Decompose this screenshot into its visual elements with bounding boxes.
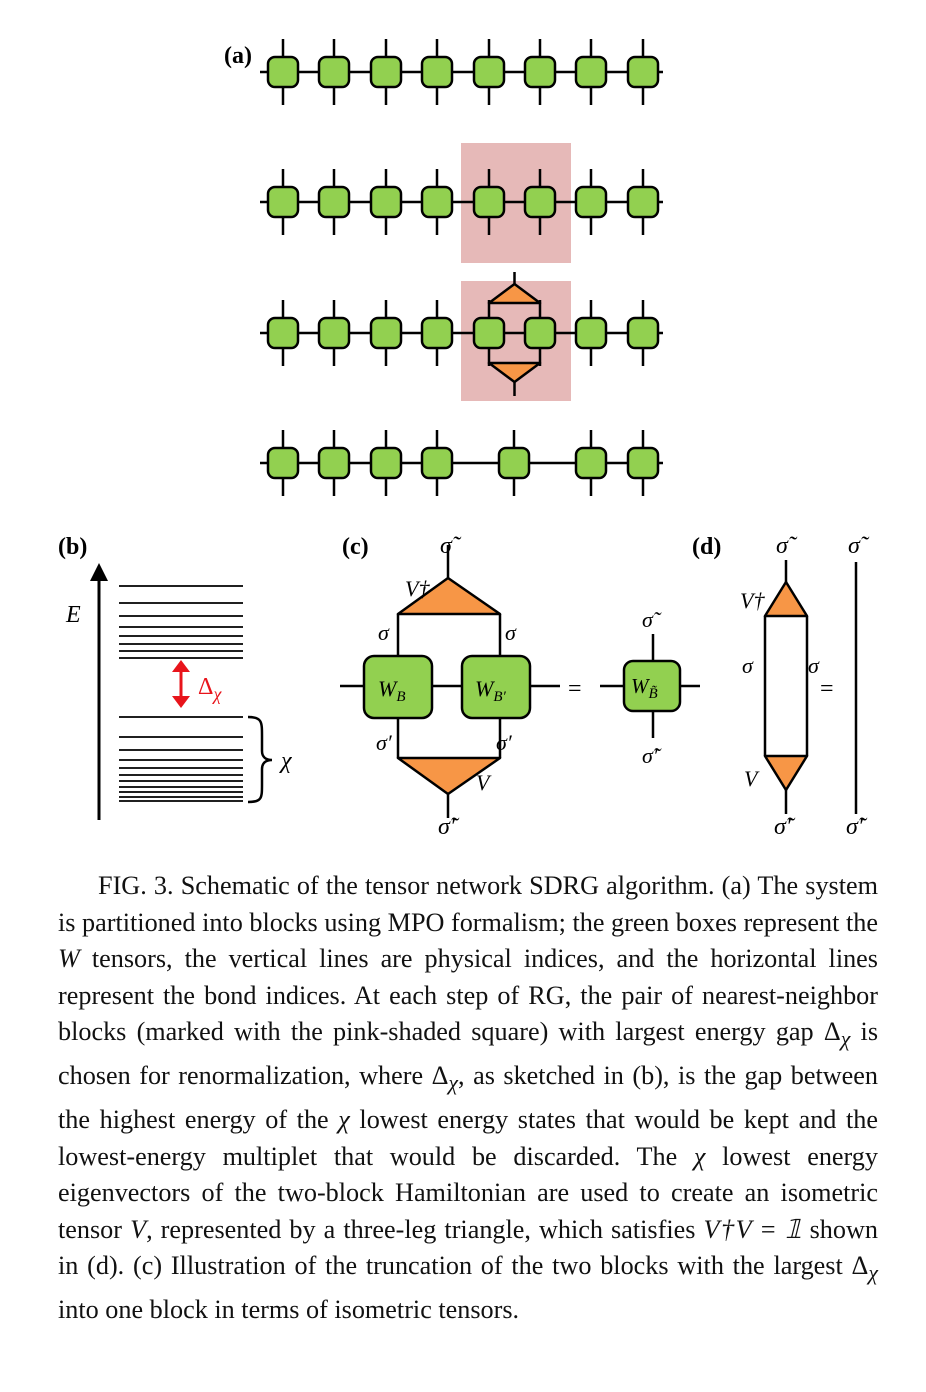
c-top-sigma-tilde: σ̃ (440, 533, 462, 559)
w-tensor (523, 55, 557, 89)
c-sigma-prime-right: σ′ (496, 730, 513, 755)
w-tensor (626, 55, 660, 89)
vdagger-triangle (487, 282, 542, 305)
c-wbp-label: WB′ (475, 676, 506, 705)
d-equals: = (820, 676, 834, 702)
c-wb-tensor (362, 654, 434, 720)
c-merged-sigma-tilde-prime: σ̃′ (642, 743, 662, 768)
d-v-label: V (744, 766, 760, 791)
w-tensor (369, 446, 403, 480)
mpo-row-3 (260, 272, 663, 396)
c-bottom-sigma-tilde-prime: σ̃′ (438, 814, 460, 840)
w-tensor (317, 446, 351, 480)
w-tensor (369, 185, 403, 219)
d-bottom-sigma-tilde-prime: σ̃′ (774, 814, 796, 840)
v-triangle (487, 361, 542, 384)
w-tensor (420, 316, 454, 350)
d-right-sigma-tilde: σ̃ (848, 533, 870, 559)
c-equals: = (568, 676, 582, 702)
c-sigma-right: σ (505, 620, 517, 645)
w-tensor (266, 185, 300, 219)
w-tensor (574, 55, 608, 89)
energy-levels (119, 585, 243, 802)
d-v-triangle (763, 754, 809, 792)
gap-label: Δχ (198, 674, 222, 704)
panel-b-label: (b) (58, 534, 87, 560)
w-tensor (626, 185, 660, 219)
mpo-row-2 (260, 169, 663, 235)
w-tensor (369, 55, 403, 89)
w-tensor (317, 185, 351, 219)
d-vdagger-triangle (763, 580, 809, 618)
w-tensor (420, 446, 454, 480)
w-tensor (497, 446, 531, 480)
c-wbp-tensor (460, 654, 532, 720)
w-tensor (317, 316, 351, 350)
c-merged-sigma-tilde: σ̃ (642, 607, 662, 632)
panel-d-label: (d) (692, 534, 721, 560)
w-tensor (523, 185, 557, 219)
gap-arrow-head-down (172, 696, 190, 708)
c-wb-label: WB (378, 676, 406, 705)
mpo-row-4 (260, 430, 663, 496)
c-v-label: V (476, 770, 492, 795)
w-tensor (574, 446, 608, 480)
panel-a-label: (a) (224, 43, 252, 69)
w-tensor (472, 55, 506, 89)
energy-axis-label: E (65, 602, 81, 628)
d-sigma-right: σ (808, 653, 820, 678)
w-tensor (523, 316, 557, 350)
c-wbt-label: WB̃ (631, 674, 658, 702)
w-tensor (472, 185, 506, 219)
panel-c-label: (c) (342, 534, 369, 560)
w-tensor (574, 185, 608, 219)
c-sigma-prime-left: σ′ (376, 730, 393, 755)
w-tensor (626, 316, 660, 350)
w-tensor (574, 316, 608, 350)
w-tensor (266, 316, 300, 350)
mpo-row-1 (260, 39, 663, 105)
c-vdagger-triangle (396, 576, 502, 616)
brace-label: χ (279, 748, 293, 774)
w-tensor (317, 55, 351, 89)
c-vdagger-label: V† (405, 576, 430, 601)
gap-arrow-head-up (172, 660, 190, 672)
d-top-sigma-tilde: σ̃ (776, 533, 798, 559)
c-sigma-left: σ (378, 620, 390, 645)
c-v-triangle (396, 756, 502, 796)
figure-diagram: (a) (b) E Δχ χ (c) σ̃ V† σ σ WB WB′ σ′ σ… (58, 39, 870, 840)
d-sigma-left: σ (742, 653, 754, 678)
w-tensor (420, 55, 454, 89)
d-right-sigma-tilde-prime: σ̃′ (846, 814, 868, 840)
figure-caption: FIG. 3. Schematic of the tensor network … (58, 871, 879, 1325)
d-vdagger-label: V† (740, 588, 765, 613)
w-tensor (266, 446, 300, 480)
w-tensor (626, 446, 660, 480)
w-tensor (266, 55, 300, 89)
w-tensor (420, 185, 454, 219)
chi-brace (247, 715, 273, 804)
w-tensor (472, 316, 506, 350)
w-tensor (369, 316, 403, 350)
